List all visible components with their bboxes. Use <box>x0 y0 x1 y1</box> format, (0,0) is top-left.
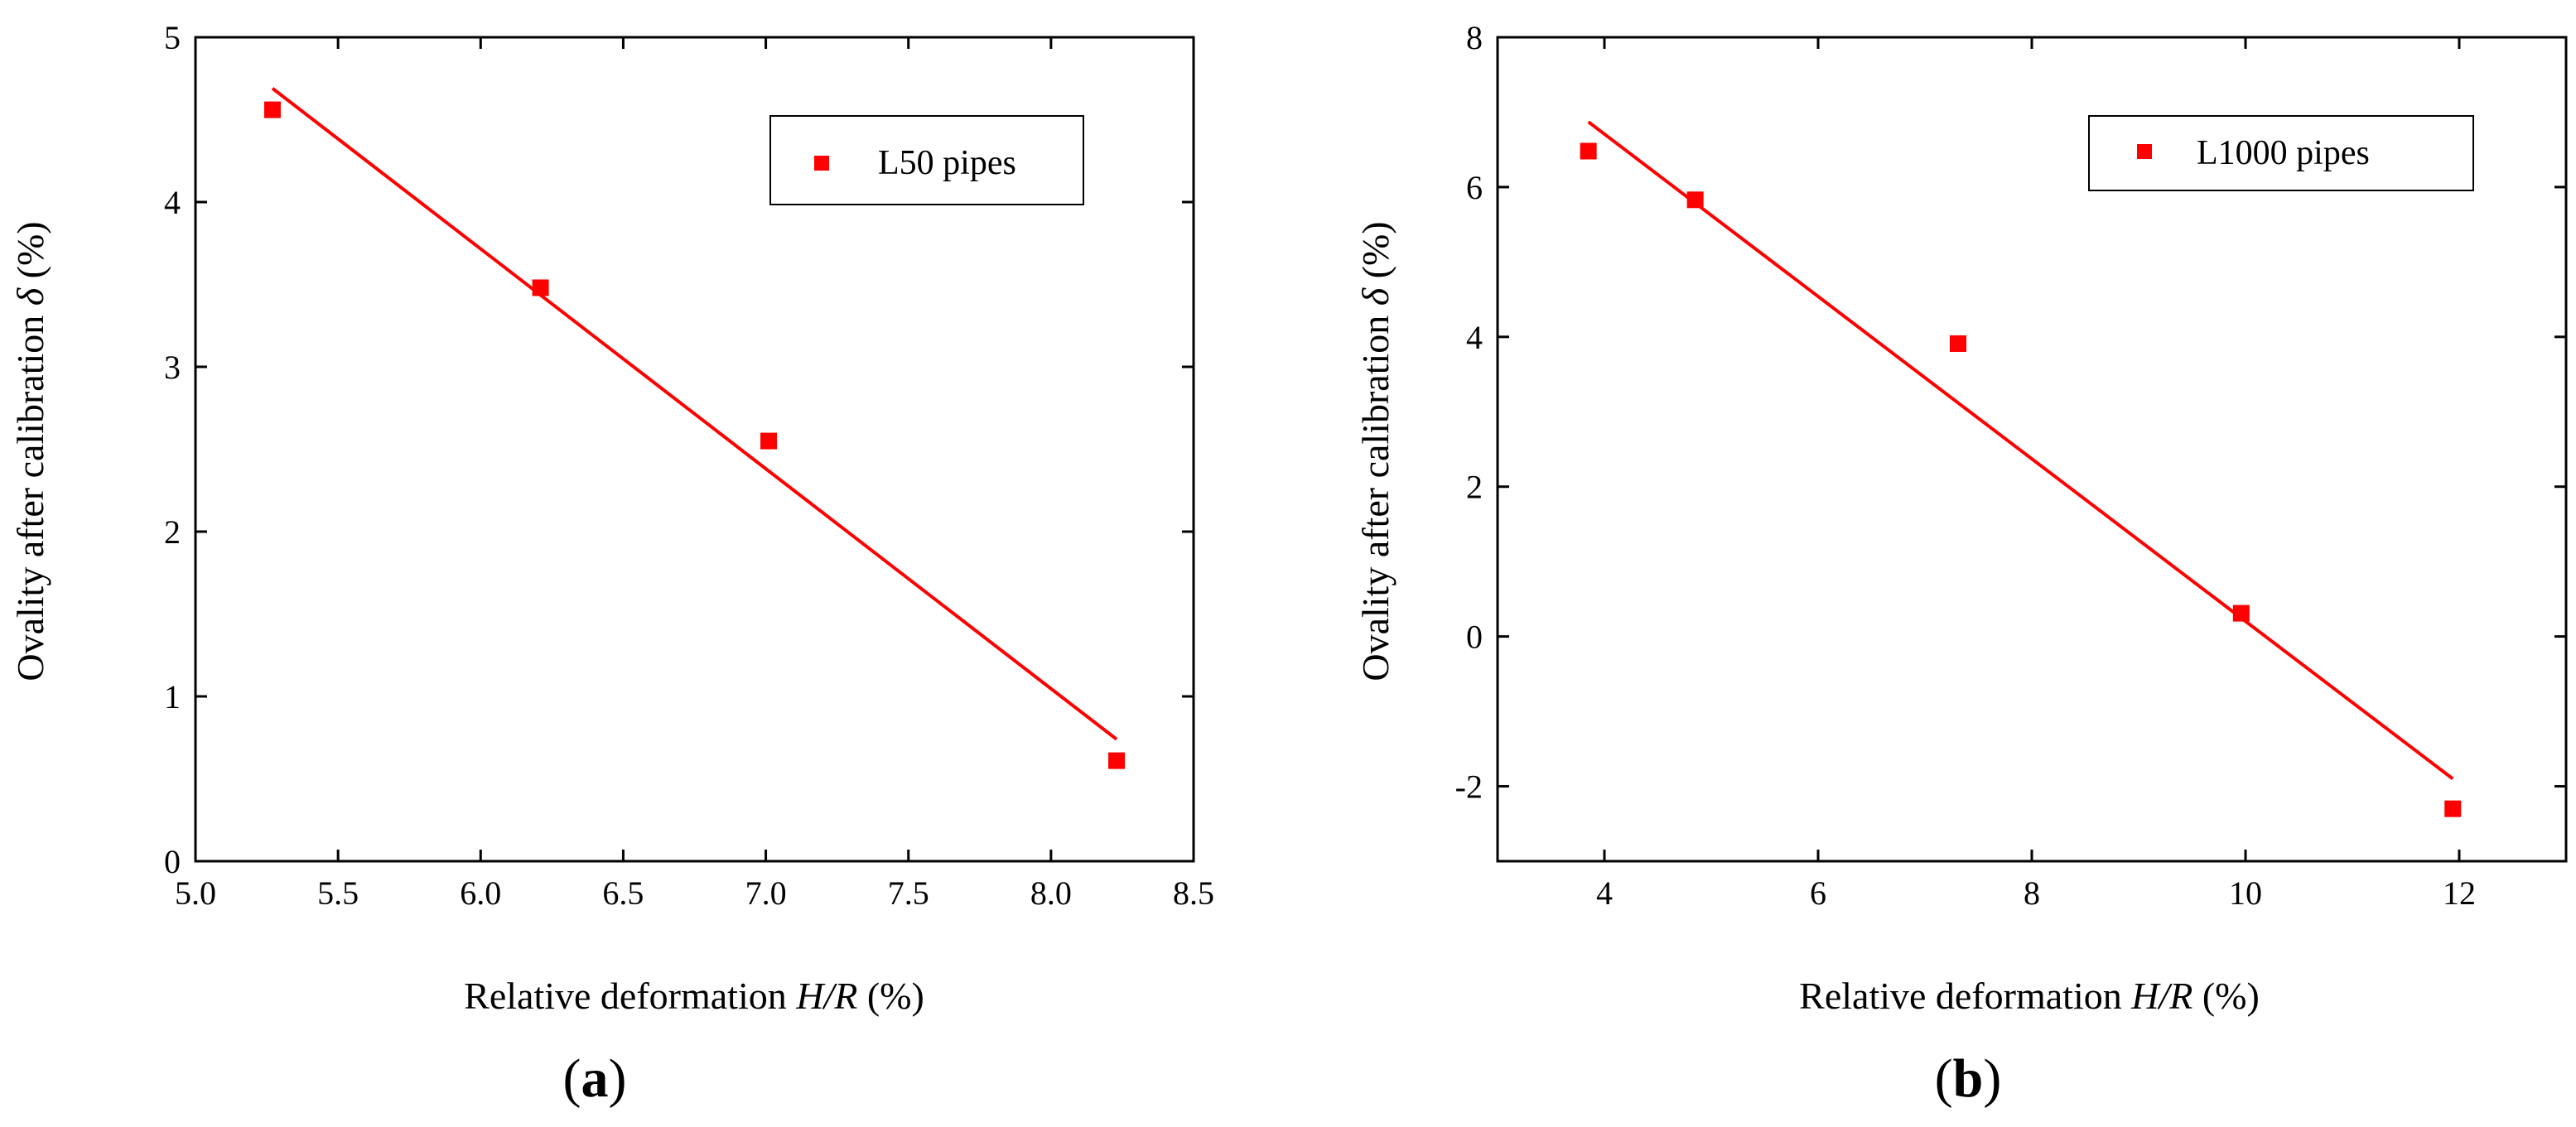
panel-a-plot-frame <box>194 36 1195 863</box>
panel-b-x-axis-title: Relative deformation H/R (%) <box>1799 975 2260 1017</box>
panel-a-y-tick-label: 2 <box>164 513 181 551</box>
panel-b-y-tick-label: 8 <box>1466 19 1483 56</box>
panel-b-y-tick-label: 0 <box>1466 619 1483 656</box>
panel-b-x-tick-label: 6 <box>1810 874 1826 912</box>
panel-b-x-tick-label: 8 <box>2024 874 2040 912</box>
panel-a-y-tick-label: 1 <box>164 678 181 715</box>
panel-a-chart: 5.0 5.5 6.0 6.5 7.0 7.5 8.0 8.5 0 1 2 3 4 5 L50 pipes… <box>9 19 1214 1109</box>
panel-b-x-tick-label: 10 <box>2229 874 2262 912</box>
panel-a-tick-labels: 5.0 5.5 6.0 6.5 7.0 7.5 8.0 8.5 0 1 2 3 4 5 <box>164 19 1214 912</box>
panel-b-y-tick-label: 4 <box>1466 319 1483 356</box>
panel-a-y-tick-label: 3 <box>164 349 181 386</box>
panel-b-data-point <box>2232 604 2250 622</box>
panel-a-x-tick-label: 8.5 <box>1173 874 1214 912</box>
panel-b-data-point <box>2444 800 2462 817</box>
panel-a-x-tick-label: 6.5 <box>602 874 644 912</box>
panel-a-legend: L50 pipes <box>769 115 1084 205</box>
panel-a-x-tick-label: 5.0 <box>175 874 216 912</box>
panel-a-y-tick-label: 0 <box>164 843 181 880</box>
panel-b-legend-box <box>2088 115 2474 191</box>
panel-b-chart: 4 6 8 10 12 -2 0 2 4 6 8 L1000 pipes Relative defo… <box>1354 19 2568 1109</box>
panel-a-data-point <box>532 279 549 296</box>
panel-b-legend: L1000 pipes <box>2088 115 2474 191</box>
panel-a-x-tick-label: 8.0 <box>1030 874 1072 912</box>
panel-a-data-point <box>263 101 281 118</box>
panel-a-x-tick-label: 7.5 <box>888 874 929 912</box>
panel-a-legend-label: L50 pipes <box>878 144 1016 182</box>
panel-a-data-point <box>1108 752 1126 769</box>
panel-a-data-point <box>760 432 778 450</box>
panel-b-tick-labels: 4 6 8 10 12 -2 0 2 4 6 8 <box>1455 19 2476 912</box>
panel-b-data-point <box>1949 335 1966 352</box>
panel-a-x-tick-label: 7.0 <box>745 874 787 912</box>
panel-a-y-tick-label: 4 <box>164 184 181 221</box>
panel-a-y-axis-title: Ovality after calibration δ (%) <box>9 221 51 681</box>
panel-a-y-tick-label: 5 <box>164 19 181 56</box>
panel-b-points <box>1580 142 2462 817</box>
panel-a-points <box>263 101 1126 769</box>
panel-a-x-axis-title: Relative deformation H/R (%) <box>464 975 924 1017</box>
panel-b-fit-line <box>1587 120 2454 781</box>
panel-a-label: (a) <box>563 1048 627 1109</box>
panel-b-data-point <box>1686 191 1704 209</box>
panel-a-fit-layer <box>271 87 1118 741</box>
panel-b-fit-layer <box>1587 120 2454 781</box>
panel-b-data-point <box>1580 142 1597 160</box>
panel-b-y-tick-label: 2 <box>1466 469 1483 506</box>
panel-b-legend-label: L1000 pipes <box>2197 134 2370 172</box>
panel-b-legend-marker <box>2137 144 2152 159</box>
panel-b-y-tick-label: -2 <box>1455 768 1483 806</box>
panel-b-x-tick-label: 4 <box>1596 874 1613 912</box>
panel-b-label: (b) <box>1935 1048 2002 1109</box>
panel-b-y-tick-label: 6 <box>1466 169 1483 206</box>
panel-a-x-tick-label: 6.0 <box>460 874 501 912</box>
panel-b-x-tick-label: 12 <box>2443 874 2476 912</box>
panel-a-x-tick-label: 5.5 <box>317 874 359 912</box>
panel-b-ticks <box>1498 36 2566 861</box>
panel-a-fit-line <box>271 87 1118 741</box>
panel-a-legend-marker <box>814 156 829 171</box>
panel-b-y-axis-title: Ovality after calibration δ (%) <box>1354 221 1397 681</box>
panel-a-ticks <box>194 36 1195 863</box>
